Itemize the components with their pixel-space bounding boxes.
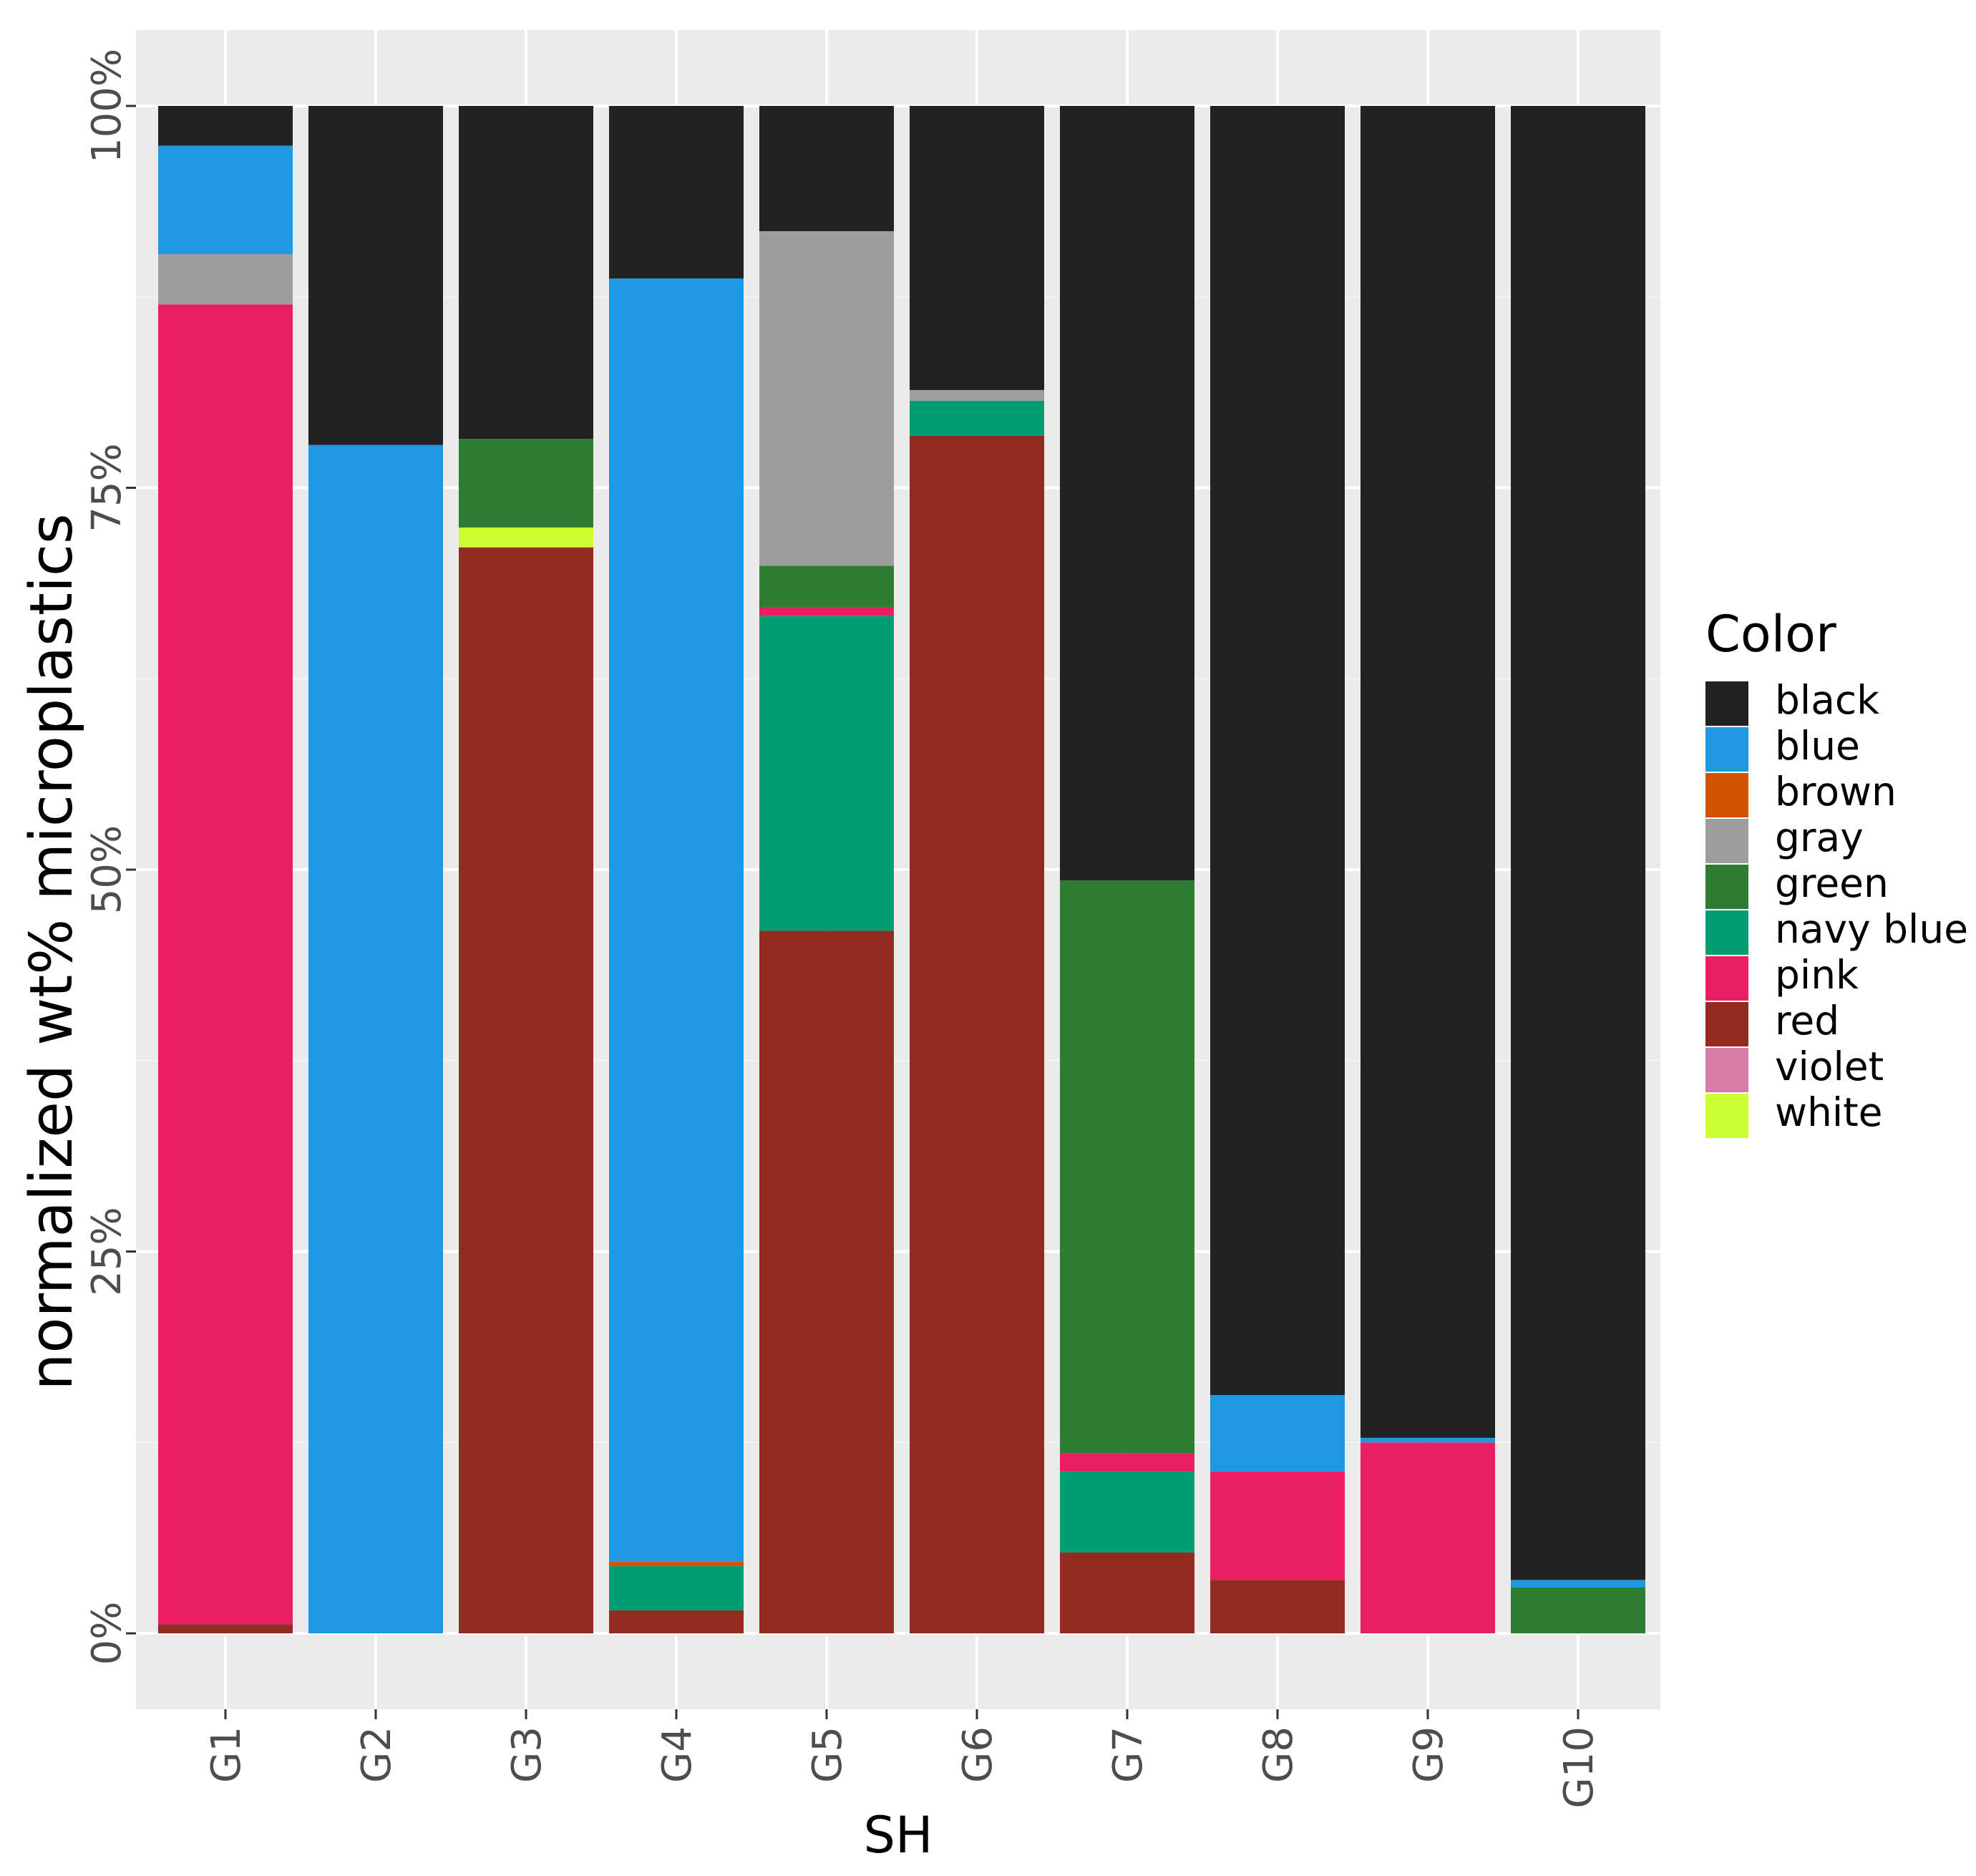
bar-segment-G3-red [459, 547, 593, 1633]
y-tick-label: 100% [84, 49, 130, 163]
bar-segment-G8-black [1210, 106, 1345, 1396]
x-tick-label: G5 [804, 1726, 851, 1783]
bar-segment-G4-black [609, 106, 744, 279]
legend-key-navy-blue [1705, 910, 1748, 955]
bar-segment-G8-pink [1210, 1471, 1345, 1580]
legend-label-pink: pink [1775, 952, 1859, 998]
bar-segment-G5-red [759, 930, 894, 1633]
bar-segment-G6-red [910, 435, 1044, 1633]
x-tick-label: G3 [504, 1726, 550, 1783]
y-axis-title: normalized wt% microplastics [18, 513, 86, 1390]
bar-segment-G7-red [1060, 1552, 1194, 1633]
y-tick-label: 50% [84, 825, 130, 914]
legend-key-gray [1705, 819, 1748, 863]
bar-segment-G1-gray [158, 253, 293, 305]
legend-key-violet [1705, 1048, 1748, 1092]
bar-segment-G5-black [759, 106, 894, 231]
legend-label-navy-blue: navy blue [1775, 906, 1968, 952]
bar-segment-G5-gray [759, 230, 894, 566]
bar-segment-G5-pink [759, 606, 894, 616]
legend-label-violet: violet [1775, 1044, 1884, 1089]
x-tick-label: G6 [955, 1726, 1001, 1783]
bar-segment-G1-black [158, 106, 293, 146]
bar-segment-G10-blue [1511, 1580, 1645, 1588]
bar-segment-G6-navy-blue [910, 400, 1044, 436]
bar-segment-G7-navy-blue [1060, 1471, 1194, 1552]
bar-segment-G9-blue [1361, 1437, 1495, 1443]
legend-key-blue [1705, 727, 1748, 772]
bar-segment-G5-navy-blue [759, 616, 894, 931]
bar-segment-G8-red [1210, 1580, 1345, 1633]
x-tick-label: G7 [1105, 1726, 1152, 1783]
bar-segment-G5-green [759, 565, 894, 607]
x-tick-label: G4 [654, 1726, 701, 1783]
bar-segment-G10-black [1511, 106, 1645, 1580]
bar-segment-G9-pink [1361, 1442, 1495, 1633]
bar-segment-G1-pink [158, 304, 293, 1625]
bar-segment-G3-black [459, 106, 593, 439]
legend-label-gray: gray [1775, 815, 1864, 860]
bar-segment-G1-red [158, 1624, 293, 1633]
bar-segment-G2-blue [308, 444, 443, 1633]
x-tick-label: G1 [203, 1726, 250, 1783]
bar-segment-G7-black [1060, 106, 1194, 880]
x-tick-label: G2 [354, 1726, 400, 1783]
bar-segment-G4-red [609, 1610, 744, 1633]
legend-key-red [1705, 1002, 1748, 1046]
bar-segment-G9-black [1361, 106, 1495, 1438]
legend-label-red: red [1775, 998, 1839, 1044]
bar-segment-G1-blue [158, 145, 293, 254]
bar-segment-G6-black [910, 106, 1044, 390]
bar-segment-G10-green [1511, 1587, 1645, 1633]
bar-segment-G4-brown [609, 1561, 744, 1567]
y-tick-label: 0% [84, 1602, 130, 1666]
legend-key-pink [1705, 956, 1748, 1001]
x-tick-label: G10 [1556, 1726, 1602, 1809]
axis-ticks: 0% 25% 50% 75% 100% G1 G2 G3 G4 G5 G6 G7 G8 G9 G10 [84, 49, 1602, 1809]
bar-segment-G8-blue [1210, 1395, 1345, 1472]
x-tick-label: G8 [1255, 1726, 1302, 1783]
x-axis-title: SH [863, 1806, 933, 1865]
legend-key-green [1705, 865, 1748, 909]
bar-segment-G2-black [308, 106, 443, 445]
y-tick-label: 75% [84, 443, 130, 532]
bar-segment-G3-green [459, 439, 593, 528]
bar-segment-G7-green [1060, 880, 1194, 1454]
legend-key-white [1705, 1094, 1748, 1138]
legend-label-blue: blue [1775, 723, 1860, 769]
legend-label-green: green [1775, 860, 1889, 906]
bar-segment-G3-white [459, 527, 593, 548]
legend-title: Color [1705, 605, 1836, 664]
y-tick-label: 25% [84, 1207, 130, 1296]
bars [158, 106, 1645, 1633]
legend-key-brown [1705, 773, 1748, 817]
bar-segment-G6-gray [910, 389, 1044, 401]
legend-label-black: black [1775, 677, 1879, 723]
bar-segment-G4-blue [609, 278, 744, 1562]
bar-segment-G4-navy-blue [609, 1566, 744, 1610]
legend-label-white: white [1775, 1089, 1883, 1135]
bar-segment-G7-pink [1060, 1453, 1194, 1472]
legend-label-brown: brown [1775, 769, 1897, 815]
legend-key-black [1705, 681, 1748, 726]
x-tick-label: G9 [1406, 1726, 1452, 1783]
